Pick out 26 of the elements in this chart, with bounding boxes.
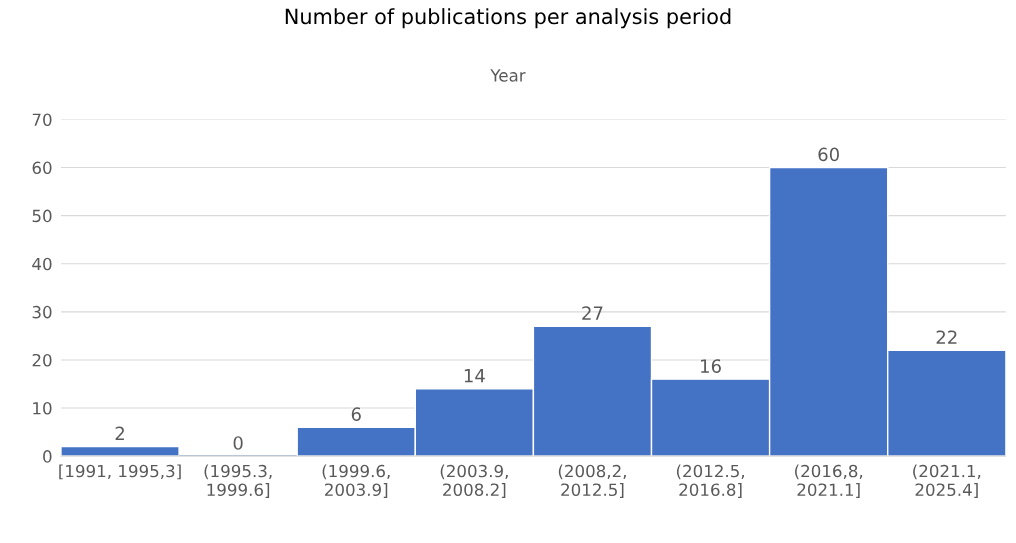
data-label: 22	[936, 330, 957, 344]
y-tick-label: 70	[32, 113, 52, 127]
x-tick-label: (2003.9, 2008.2]	[440, 464, 508, 498]
data-label: 6	[351, 407, 361, 421]
y-tick-label: 60	[32, 161, 52, 175]
y-tick-label: 10	[33, 401, 52, 415]
data-label: 2	[115, 426, 124, 440]
x-tick-label: (2021.1, 2025.4]	[913, 464, 981, 498]
x-tick-label: (2012.5, 2016.8]	[676, 464, 744, 498]
y-tick-label: 50	[32, 209, 52, 223]
data-label: 0	[233, 436, 243, 450]
y-tick-label: 0	[43, 450, 52, 463]
y-tick-label: 30	[32, 305, 52, 319]
data-label: 16	[701, 359, 721, 373]
data-label: 14	[464, 369, 485, 383]
data-label: 27	[582, 306, 603, 320]
x-axis-title: Year	[490, 69, 526, 82]
x-tick-label: (2016,8, 2021.1]	[795, 464, 863, 498]
data-label: 60	[818, 147, 839, 162]
x-tick-label: (1995.3, 1999.6]	[204, 464, 272, 498]
x-tick-label: (2008,2, 2012.5]	[558, 464, 626, 498]
x-tick-label: [1991, 1995,3]	[59, 464, 181, 480]
y-tick-label: 20	[32, 353, 52, 367]
chart-title: Number of publications per analysis period	[285, 8, 731, 29]
x-tick-label: (1999.6, 2003.9]	[322, 464, 390, 498]
y-tick-label: 40	[32, 257, 52, 271]
